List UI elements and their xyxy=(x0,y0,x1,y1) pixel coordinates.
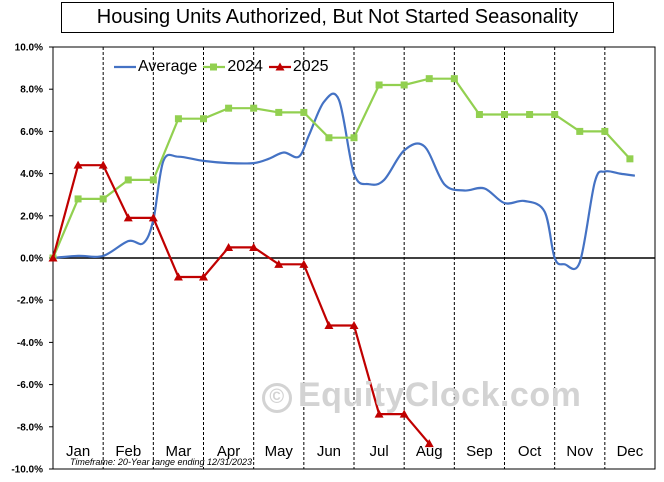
copyright-icon: © xyxy=(262,383,292,413)
data-point-2025 xyxy=(349,321,359,330)
data-point-2024 xyxy=(99,195,107,203)
x-tick-label: Sep xyxy=(466,443,493,460)
legend-swatch-2025 xyxy=(268,62,291,71)
x-tick-label: Aug xyxy=(416,443,443,460)
data-point-2024 xyxy=(225,104,233,112)
data-point-2025 xyxy=(48,253,58,262)
y-tick-label: 4.0% xyxy=(20,169,43,180)
data-point-2024 xyxy=(174,115,182,123)
data-point-2024 xyxy=(300,108,308,116)
data-point-2025 xyxy=(224,242,234,251)
legend-swatch-average xyxy=(114,65,136,69)
y-tick-label: -4.0% xyxy=(17,338,43,349)
y-tick-label: 10.0% xyxy=(15,43,43,54)
data-point-2024 xyxy=(149,176,157,184)
y-tick-label: -2.0% xyxy=(17,296,43,307)
data-point-2024 xyxy=(250,104,258,112)
data-point-2024 xyxy=(425,75,433,83)
data-point-2024 xyxy=(275,108,283,116)
y-tick-label: 6.0% xyxy=(20,127,43,138)
legend-item-average: Average xyxy=(112,58,197,76)
x-tick-label: May xyxy=(265,443,294,460)
legend-label-average: Average xyxy=(138,58,198,75)
data-point-2025 xyxy=(324,321,334,330)
series-line-average xyxy=(52,92,636,271)
data-point-2024 xyxy=(450,75,458,83)
data-point-2024 xyxy=(375,81,383,89)
data-point-2024 xyxy=(400,81,408,89)
y-tick-label: -6.0% xyxy=(17,380,43,391)
data-point-2025 xyxy=(374,409,384,418)
data-point-2025 xyxy=(399,409,409,418)
legend-swatch-2024 xyxy=(203,63,226,71)
data-point-2024 xyxy=(501,111,508,119)
data-point-2024 xyxy=(576,127,584,135)
data-point-2025 xyxy=(173,272,183,281)
data-point-2024 xyxy=(350,134,358,142)
data-point-2024 xyxy=(200,115,207,123)
y-tick-label: 8.0% xyxy=(20,85,43,96)
data-point-2024 xyxy=(475,111,483,119)
x-tick-label: Jul xyxy=(369,443,388,460)
y-tick-label: -10.0% xyxy=(11,465,43,476)
data-point-2025 xyxy=(274,259,284,268)
data-point-2025 xyxy=(148,213,158,222)
data-point-2024 xyxy=(74,195,82,203)
data-point-2024 xyxy=(551,111,559,119)
x-tick-label: Feb xyxy=(115,443,141,460)
chart-title: Housing Units Authorized, But Not Starte… xyxy=(61,2,614,33)
legend-label-2025: 2025 xyxy=(292,58,329,75)
x-tick-label: Jan xyxy=(66,443,90,460)
data-point-2025 xyxy=(199,272,208,281)
data-point-2025 xyxy=(73,160,83,169)
data-point-2025 xyxy=(299,259,309,268)
data-point-2025 xyxy=(123,213,133,222)
series-layer xyxy=(48,75,636,448)
x-tick-label: Jun xyxy=(317,443,341,460)
series-line-2024 xyxy=(51,77,631,259)
x-tick-label: Apr xyxy=(217,443,240,460)
legend: Average 2024 2025 xyxy=(112,58,333,76)
watermark-text: EquityClock.com xyxy=(298,376,582,414)
data-point-2025 xyxy=(249,242,259,251)
legend-item-2025: 2025 xyxy=(267,58,329,76)
x-tick-label: Dec xyxy=(617,443,644,460)
x-tick-label: Nov xyxy=(566,443,593,460)
series-line-2025 xyxy=(51,164,431,445)
legend-item-2024: 2024 xyxy=(201,58,263,76)
timeframe-note: Timeframe: 20-Year range ending 12/31/20… xyxy=(70,457,253,467)
data-point-2024 xyxy=(526,111,534,119)
x-tick-label: Mar xyxy=(165,443,191,460)
legend-label-2024: 2024 xyxy=(227,58,263,75)
data-point-2025 xyxy=(424,439,434,448)
data-point-2024 xyxy=(124,176,132,184)
y-tick-label: 0.0% xyxy=(20,254,43,265)
data-point-2025 xyxy=(98,160,108,169)
axis-layer: 10.0% 8.0% 6.0% 4.0% 2.0% 0.0% -2.0% -4.0% -6.0%… xyxy=(11,43,655,476)
data-point-2024 xyxy=(325,134,333,142)
watermark: © EquityClock.com xyxy=(262,376,581,415)
data-point-2024 xyxy=(626,155,634,163)
x-tick-label: Oct xyxy=(518,443,542,460)
y-tick-label: 2.0% xyxy=(20,211,43,222)
y-tick-label: -8.0% xyxy=(17,422,43,433)
data-point-2024 xyxy=(601,127,609,135)
